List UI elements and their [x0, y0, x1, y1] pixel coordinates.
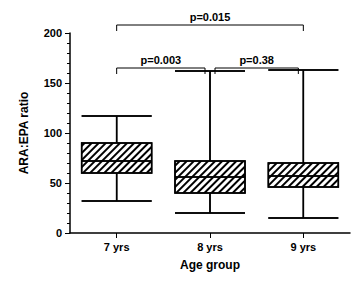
svg-text:7 yrs: 7 yrs: [104, 241, 130, 253]
svg-text:50: 50: [50, 177, 62, 189]
svg-text:9 yrs: 9 yrs: [290, 241, 316, 253]
svg-text:8 yrs: 8 yrs: [197, 241, 223, 253]
svg-text:150: 150: [44, 77, 62, 89]
svg-text:ARA:EPA ratio: ARA:EPA ratio: [17, 92, 31, 175]
svg-text:p=0.38: p=0.38: [239, 54, 274, 66]
svg-text:p=0.015: p=0.015: [190, 11, 231, 23]
svg-text:Age group: Age group: [180, 258, 240, 272]
svg-text:p=0.003: p=0.003: [140, 54, 181, 66]
svg-text:100: 100: [44, 127, 62, 139]
svg-text:0: 0: [56, 227, 62, 239]
svg-text:200: 200: [44, 27, 62, 39]
